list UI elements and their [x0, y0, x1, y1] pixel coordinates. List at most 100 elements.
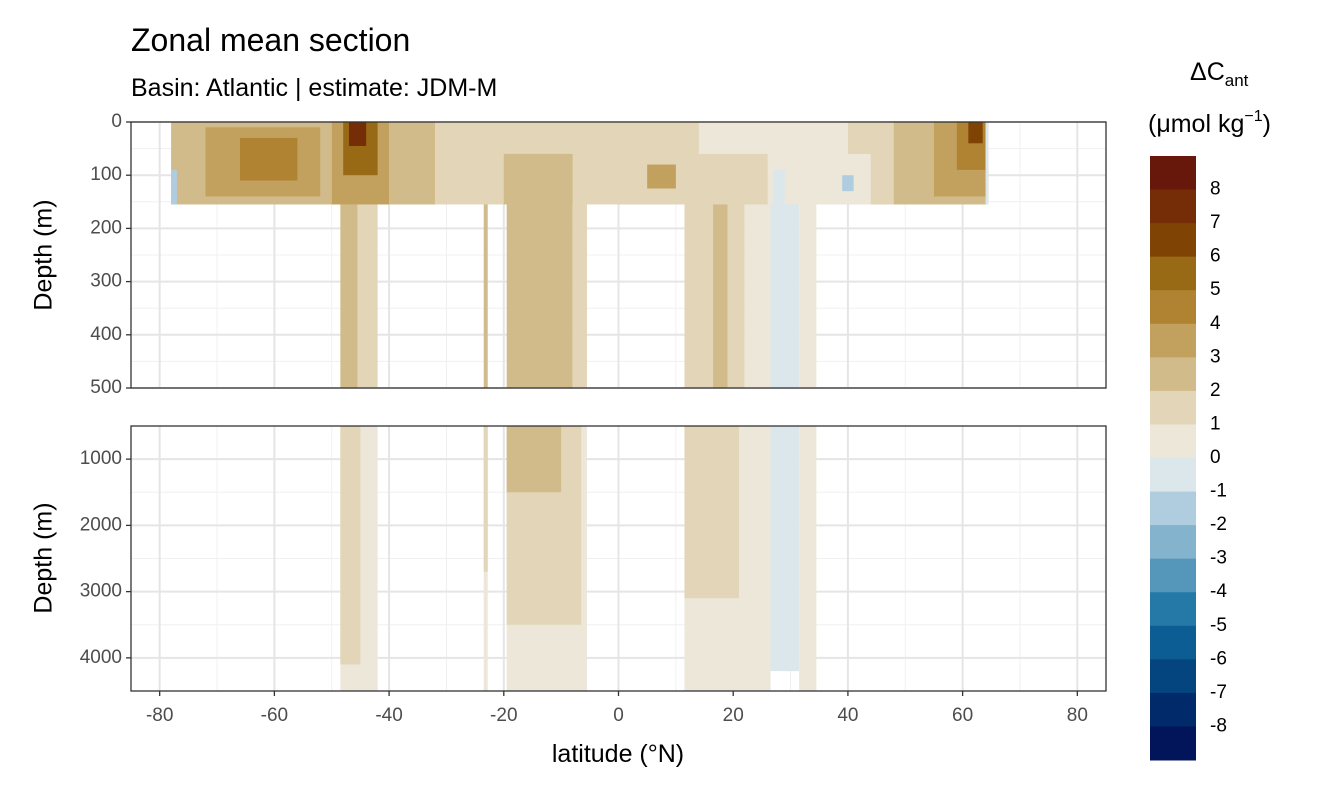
- x-axis-label: latitude (°N): [552, 740, 684, 768]
- legend-unit: (μmol kg−1): [1148, 108, 1271, 138]
- y-tick-label: 100: [90, 164, 122, 185]
- legend-unit-open: (μmol kg: [1148, 110, 1244, 138]
- legend-swatch: [1150, 558, 1196, 593]
- contour-band: [968, 122, 983, 144]
- x-tick-label: -60: [261, 705, 288, 726]
- y-tick-label: 3000: [80, 581, 122, 602]
- legend-swatch: [1150, 659, 1196, 694]
- legend-swatch: [1150, 491, 1196, 526]
- contour-band: [773, 169, 785, 205]
- legend-label: -6: [1210, 648, 1227, 669]
- legend-swatch: [1150, 424, 1196, 459]
- contour-band: [684, 426, 739, 599]
- legend-label: 6: [1210, 246, 1221, 267]
- contour-band: [506, 201, 573, 388]
- contour-band: [618, 122, 711, 205]
- x-ticks: -80 -60 -40 -20 0 20 40 60 80: [146, 691, 1088, 726]
- legend-label: 0: [1210, 447, 1221, 468]
- contour-band: [506, 426, 562, 493]
- contour-band: [770, 426, 800, 672]
- legend-swatch: [1150, 692, 1196, 727]
- contour-band: [503, 153, 573, 205]
- legend-swatch: [1150, 357, 1196, 392]
- x-tick-label: 60: [952, 705, 973, 726]
- x-tick-label: 20: [723, 705, 744, 726]
- legend-swatch: [1150, 525, 1196, 560]
- upper-y-ticks: 0 100 200 300 400 500: [90, 111, 131, 398]
- legend-swatch: [1150, 256, 1196, 291]
- x-tick-label: -80: [146, 705, 173, 726]
- legend-swatch: [1150, 390, 1196, 425]
- contour-band: [799, 201, 817, 388]
- legend-label: 5: [1210, 279, 1221, 300]
- y-tick-label: 0: [111, 111, 122, 132]
- legend-label: 2: [1210, 380, 1221, 401]
- legend-title: ΔCant: [1190, 58, 1249, 90]
- y-tick-label: 500: [90, 377, 122, 398]
- legend-unit-close: ): [1263, 110, 1271, 138]
- legend-swatch: [1150, 458, 1196, 493]
- legend-label: -5: [1210, 615, 1227, 636]
- contour-band: [483, 201, 488, 388]
- x-tick-label: 40: [837, 705, 858, 726]
- y-tick-label: 400: [90, 324, 122, 345]
- legend-label: -2: [1210, 514, 1227, 535]
- legend: ΔCant (μmol kg−1) 8 7 6 5 4 3 2 1 0 -1 -2 -3 -4 -5 -6 -…: [1148, 58, 1271, 761]
- contour-band: [713, 201, 728, 388]
- legend-label: 3: [1210, 346, 1221, 367]
- contour-band: [340, 201, 358, 388]
- x-tick-label: 80: [1067, 705, 1088, 726]
- legend-swatch: [1150, 223, 1196, 258]
- contour-band: [572, 201, 587, 388]
- legend-swatch: [1150, 625, 1196, 660]
- legend-label: -3: [1210, 548, 1227, 569]
- legend-label: 1: [1210, 413, 1221, 434]
- x-tick-label: -20: [490, 705, 517, 726]
- legend-label: 8: [1210, 179, 1221, 200]
- legend-title-sub: ant: [1225, 71, 1249, 90]
- legend-unit-sup: −1: [1244, 108, 1262, 125]
- y-tick-label: 300: [90, 271, 122, 292]
- legend-swatch: [1150, 156, 1196, 191]
- upper-panel-border: [130, 121, 1107, 389]
- chart-title: Zonal mean section: [131, 22, 411, 58]
- legend-title-main: ΔC: [1190, 58, 1225, 86]
- legend-label: -1: [1210, 481, 1227, 502]
- legend-swatch: [1150, 592, 1196, 627]
- contour-band: [985, 122, 989, 205]
- legend-label: -7: [1210, 682, 1227, 703]
- contour-band: [698, 122, 848, 154]
- legend-label: -8: [1210, 715, 1227, 736]
- y-tick-label: 1000: [80, 448, 122, 469]
- y-axis-label-upper: Depth (m): [30, 199, 58, 310]
- x-tick-label: -40: [375, 705, 402, 726]
- contour-band: [389, 122, 435, 205]
- legend-swatch: [1150, 189, 1196, 224]
- lower-panel: 1000 2000 3000 4000: [80, 425, 1107, 692]
- x-tick-label: 0: [613, 705, 624, 726]
- contour-band: [340, 426, 361, 665]
- legend-swatch: [1150, 726, 1196, 761]
- chart-subtitle: Basin: Atlantic | estimate: JDM-M: [131, 74, 498, 102]
- legend-swatch: [1150, 290, 1196, 325]
- legend-label: 4: [1210, 313, 1221, 334]
- contour-band: [483, 426, 488, 572]
- legend-colorbar: 8 7 6 5 4 3 2 1 0 -1 -2 -3 -4 -5 -6 -7 -8: [1150, 156, 1227, 761]
- contour-band: [744, 201, 771, 388]
- contour-band: [770, 201, 800, 388]
- y-tick-label: 200: [90, 217, 122, 238]
- upper-contour-bands: [171, 122, 989, 388]
- contour-band: [842, 175, 854, 192]
- y-axis-label-lower: Depth (m): [30, 502, 58, 613]
- contour-band: [647, 164, 676, 189]
- contour-band: [357, 201, 378, 388]
- lower-y-ticks: 1000 2000 3000 4000: [80, 448, 131, 668]
- contour-band: [171, 169, 177, 205]
- legend-label: 7: [1210, 212, 1221, 233]
- lower-contour-bands: [340, 426, 817, 691]
- upper-panel: 0 100 200 300 400 500: [90, 111, 1107, 398]
- contour-band: [348, 122, 367, 146]
- y-tick-label: 2000: [80, 514, 122, 535]
